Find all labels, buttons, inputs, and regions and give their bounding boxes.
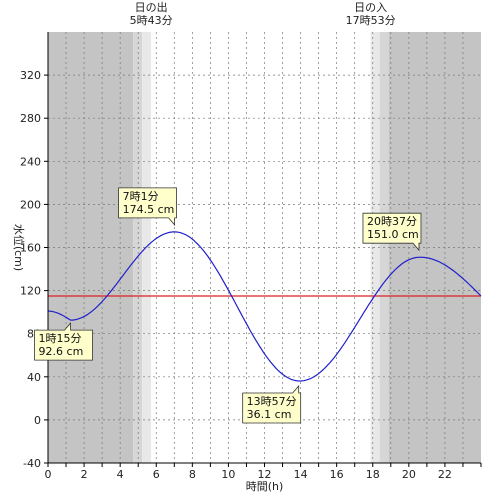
y-tick-label: 280 [20,112,41,125]
x-tick-label: 8 [189,468,196,481]
sunrise-time: 5時43分 [130,14,173,27]
sun-labels: 日の出 5時43分 日の入 17時53分 [130,0,396,27]
grid [48,32,481,464]
tide-line-layer [48,231,482,382]
callout-time: 13時57分 [247,395,297,408]
y-tick-label: 0 [34,414,41,427]
y-axis-title: 水位(cm) [12,224,26,271]
callout-box [362,212,422,252]
axes [44,32,482,467]
callout-value: 174.5 cm [123,203,175,216]
tick-labels: 0 2 4 6 8 10 12 14 16 18 20 22-40040801201602002402… [20,69,452,481]
x-tick-label: 14 [294,468,308,481]
y-tick-label: -40 [23,457,41,470]
x-tick-label: 16 [330,468,344,481]
y-tick-label: 40 [27,371,41,384]
x-tick-label: 22 [438,468,452,481]
callout-box [34,322,93,361]
y-tick-label: 120 [20,285,41,298]
y-tick-label: 160 [20,242,41,255]
sunset-label: 日の入 [354,1,387,14]
y-tick-label: 240 [20,155,41,168]
callout-box [242,384,302,424]
y-tick-label: 320 [20,69,41,82]
sunset-time: 17時53分 [346,14,396,27]
x-tick-label: 6 [153,468,160,481]
callout-value: 151.0 cm [367,228,419,241]
y-tick-label: 200 [20,198,41,211]
x-tick-label: 18 [366,468,380,481]
x-tick-label: 0 [45,468,52,481]
x-axis-title: 時間(h) [246,480,284,493]
tide-line [48,231,482,382]
twilight-band-evening-1 [370,32,380,463]
x-tick-label: 20 [402,468,416,481]
callout-time: 20時37分 [367,215,417,228]
callout-value: 92.6 cm [39,345,84,358]
callout-time: 1時15分 [39,332,82,345]
x-tick-label: 2 [81,468,88,481]
x-tick-label: 12 [258,468,272,481]
twilight-band-morning-1 [133,32,143,463]
sunrise-label: 日の出 [135,0,168,14]
x-tick-label: 4 [117,468,124,481]
callout-value: 36.1 cm [247,408,292,421]
callout-time: 7時1分 [123,190,159,203]
x-tick-label: 10 [221,468,235,481]
callout-box [118,187,177,226]
